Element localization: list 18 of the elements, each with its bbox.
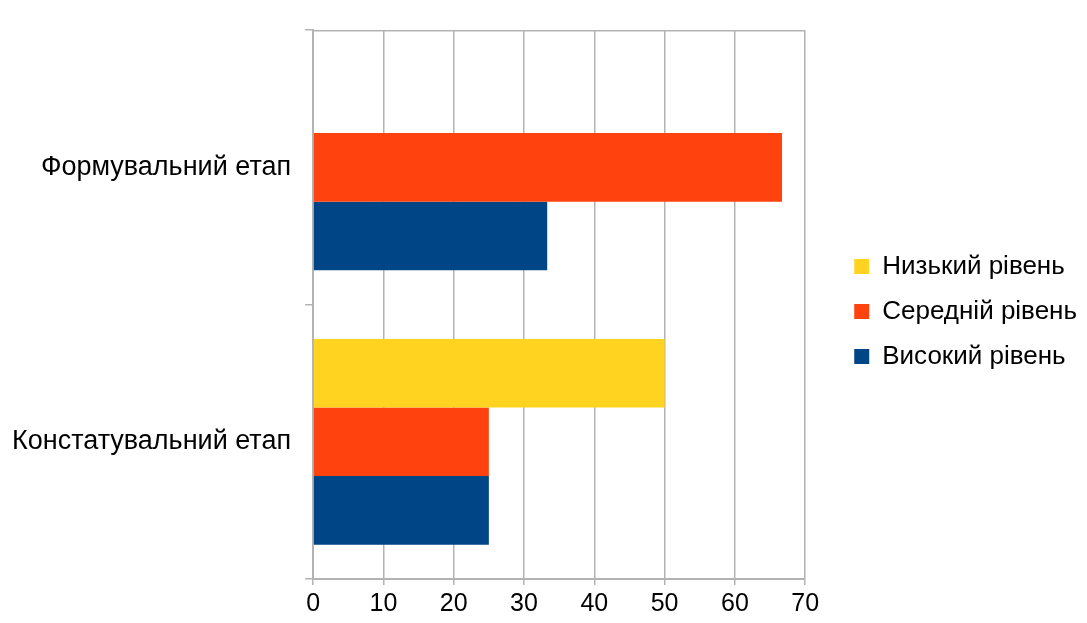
x-tick-label: 60 xyxy=(721,587,749,616)
legend-label: Високий рівень xyxy=(882,339,1066,370)
legend-label: Середній рівень xyxy=(882,294,1078,325)
y-tick-label: Констатувальний етап xyxy=(11,425,292,456)
bar xyxy=(313,338,665,408)
bar xyxy=(313,201,548,271)
x-tick-label: 10 xyxy=(369,587,398,616)
x-tick-label: 20 xyxy=(439,587,468,616)
y-tick-label: Формувальний етап xyxy=(40,150,292,181)
bar xyxy=(313,407,489,477)
x-tick-label: 70 xyxy=(791,587,820,616)
bar xyxy=(313,133,783,202)
legend-label: Низький рівень xyxy=(882,249,1065,280)
x-tick-label: 30 xyxy=(510,587,538,616)
x-tick-label: 40 xyxy=(580,587,609,616)
bar xyxy=(313,476,489,545)
x-tick-label: 0 xyxy=(306,587,321,616)
x-tick-label: 50 xyxy=(650,587,679,616)
